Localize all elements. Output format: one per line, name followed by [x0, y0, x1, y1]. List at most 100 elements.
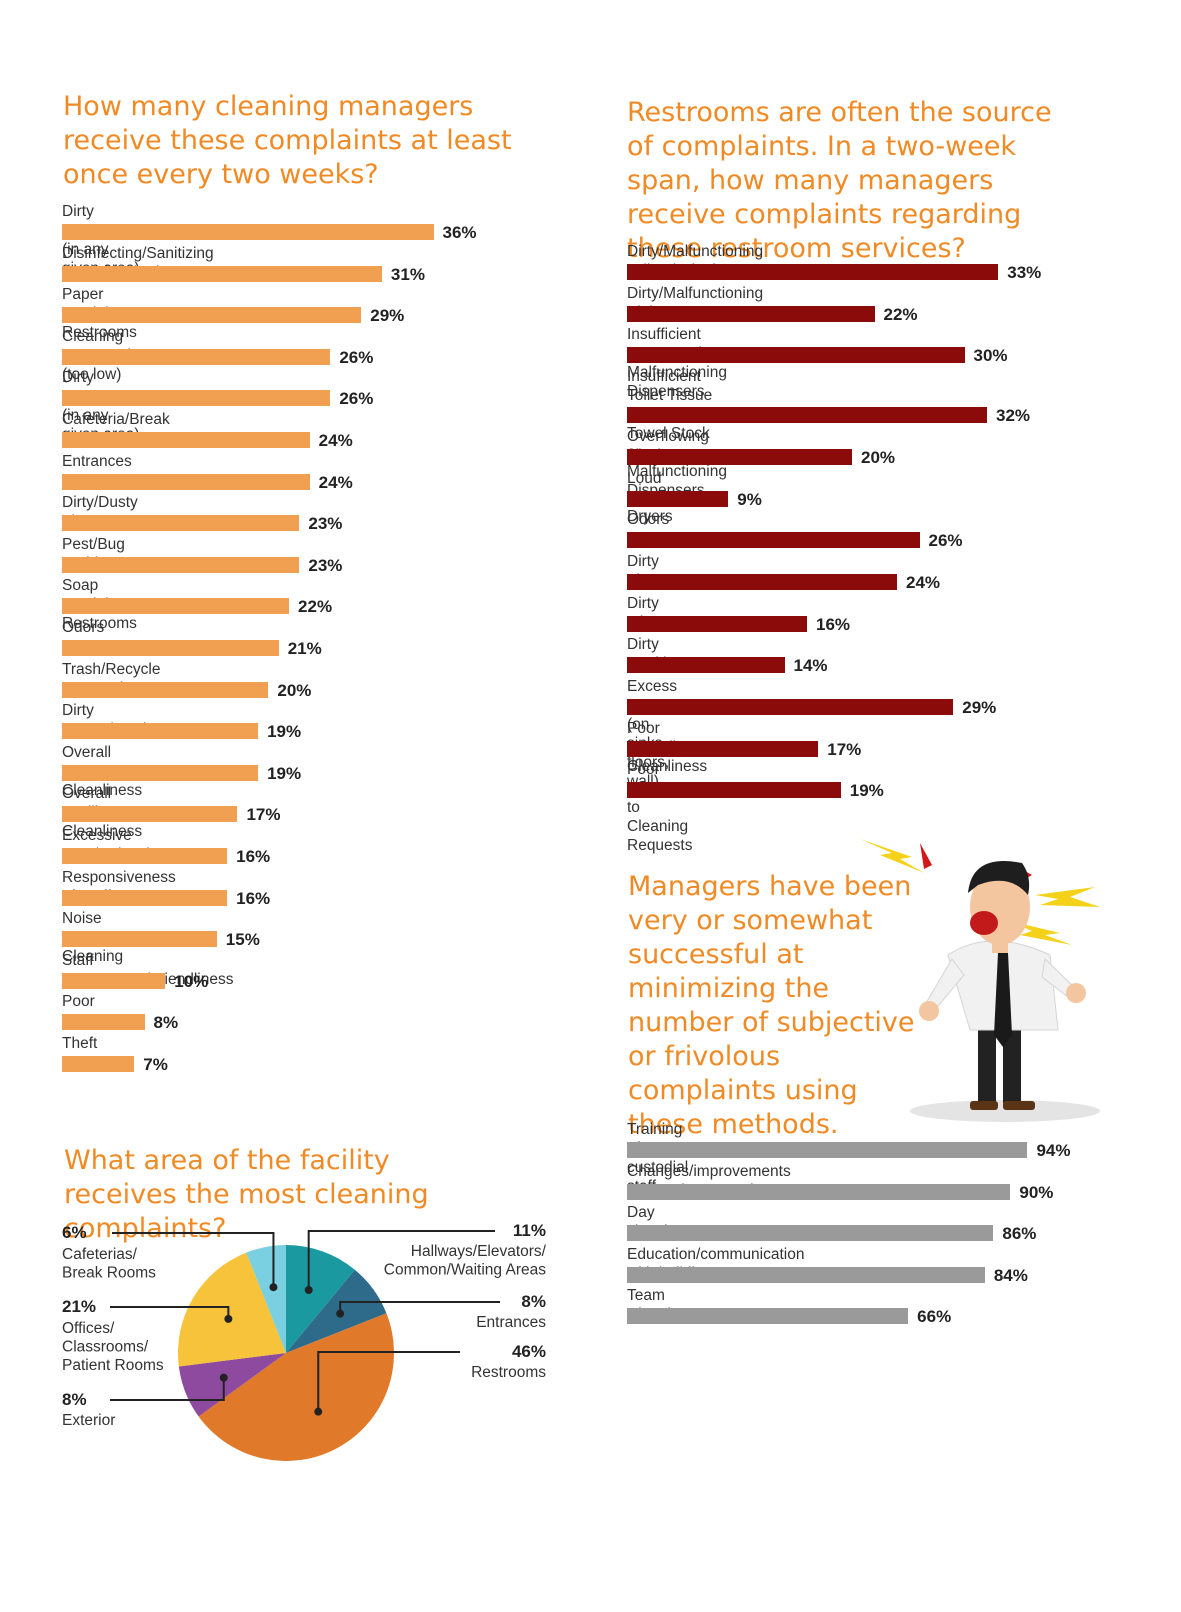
bar-value-label: 23%: [308, 514, 343, 534]
bar-value-label: 33%: [1007, 263, 1042, 282]
bar: [627, 490, 729, 507]
bar: [62, 224, 434, 240]
bar-value-label: 90%: [1019, 1182, 1054, 1202]
hair: [968, 861, 1030, 895]
pie-slice-offices-classrooms-patient-rooms: [177, 1252, 286, 1367]
pie-leader-dot: [219, 1373, 228, 1382]
pie-chart-title: What area of the facility receives the m…: [64, 1145, 429, 1244]
bar: [627, 1183, 1011, 1200]
bar-label: Insufficient Toilet Tissue or Hand Towel…: [627, 368, 727, 499]
pie-leader-dot: [304, 1285, 313, 1294]
bar: [62, 1014, 145, 1031]
fist: [919, 1001, 939, 1021]
bar: [62, 848, 228, 864]
bar-value-label: 16%: [236, 888, 271, 908]
bar: [62, 681, 269, 698]
pie-leader-dot: [269, 1283, 278, 1292]
pie-category-label: Exterior: [62, 1412, 115, 1429]
pie-leader-line: [317, 1351, 460, 1412]
bar-value-label: 26%: [928, 531, 963, 551]
bar: [62, 972, 166, 989]
pie-slice-exterior: [178, 1353, 286, 1417]
bar: [627, 782, 841, 799]
pie-slice-entrances: [286, 1269, 387, 1353]
bar-value-label: 29%: [370, 306, 405, 326]
bar-label: Theft: [62, 1035, 98, 1052]
pie-category-label: Entrances: [476, 1314, 546, 1331]
complaints-chart-title: How many cleaning managers receive these…: [63, 91, 512, 190]
bar: [627, 615, 807, 632]
pie-slice-restrooms: [198, 1313, 395, 1462]
bar: [62, 556, 300, 573]
bar: [627, 264, 999, 280]
pie-leader-line: [339, 1301, 500, 1314]
bar-value-label: 26%: [339, 347, 374, 367]
bar-value-label: 10%: [174, 971, 209, 991]
bar: [62, 598, 290, 615]
pie-value-label: 8%: [521, 1292, 546, 1311]
pie-value-label: 46%: [512, 1342, 546, 1361]
anger-mark-icon: [920, 843, 932, 869]
bar-value-label: 29%: [962, 698, 997, 717]
bar-value-label: 19%: [267, 763, 302, 783]
pie-leader-dot: [336, 1309, 345, 1318]
bar-value-label: 7%: [143, 1055, 168, 1074]
bar: [627, 305, 875, 322]
bar: [627, 1308, 909, 1325]
bar-value-label: 24%: [318, 431, 353, 450]
bar: [62, 515, 300, 532]
pie-value-label: 8%: [62, 1390, 87, 1409]
bar-value-label: 23%: [308, 555, 343, 575]
pie-category-label: Hallways/Elevators/Common/Waiting Areas: [384, 1243, 547, 1279]
shoe: [970, 1101, 998, 1110]
pie-leader-line: [110, 1306, 230, 1319]
bar-value-label: 66%: [917, 1307, 952, 1327]
bar-value-label: 30%: [973, 346, 1008, 366]
angry-manager-illustration: [860, 839, 1100, 1122]
bar-value-label: 32%: [996, 406, 1031, 426]
mouth: [970, 911, 998, 935]
bar: [62, 265, 382, 282]
bar: [62, 307, 362, 324]
bar-value-label: 24%: [906, 572, 941, 592]
bar-value-label: 15%: [225, 930, 260, 950]
bar-value-label: 31%: [390, 264, 425, 284]
bar-label: Poor Response to Cleaning Requests: [627, 761, 697, 855]
bar-value-label: 14%: [793, 656, 828, 676]
pie-slice-cafeterias-break-rooms: [246, 1244, 286, 1353]
bar: [627, 1225, 994, 1242]
bar: [62, 723, 259, 740]
bar: [62, 889, 228, 906]
bar: [62, 806, 238, 823]
bar-value-label: 21%: [287, 639, 322, 658]
bar-value-label: 86%: [1002, 1224, 1037, 1244]
bar-value-label: 16%: [816, 614, 851, 634]
bar-label: Odors: [62, 619, 105, 636]
shoe: [1003, 1101, 1035, 1110]
bar: [627, 407, 987, 424]
bar: [62, 931, 217, 948]
bar-value-label: 17%: [827, 739, 862, 759]
bar-value-label: 26%: [339, 389, 374, 409]
pie-leader-dot: [314, 1407, 323, 1416]
shadow: [910, 1100, 1100, 1122]
pie-slice-hallways-elevators-common-waiting-areas: [286, 1245, 355, 1353]
bar: [62, 764, 259, 781]
bar-value-label: 22%: [883, 304, 918, 324]
bar-value-label: 19%: [267, 722, 302, 742]
bar-label: Odors: [627, 511, 670, 529]
bar-value-label: 17%: [246, 805, 281, 825]
bar-value-label: 20%: [277, 680, 312, 700]
lightning-icon: [1035, 887, 1100, 907]
pie-leader-line: [110, 1377, 225, 1401]
bar-value-label: 22%: [298, 597, 333, 617]
bar: [62, 473, 310, 490]
bar-value-label: 24%: [318, 472, 353, 492]
methods-chart-title: Managers have been very or somewhat succ…: [628, 871, 915, 1140]
bar-label: Entrances: [62, 452, 132, 470]
pie-category-label: Restrooms: [471, 1364, 546, 1381]
bar: [62, 640, 279, 656]
bar: [62, 390, 331, 407]
pie-leader-dot: [224, 1314, 233, 1323]
bar-value-label: 19%: [849, 781, 884, 801]
